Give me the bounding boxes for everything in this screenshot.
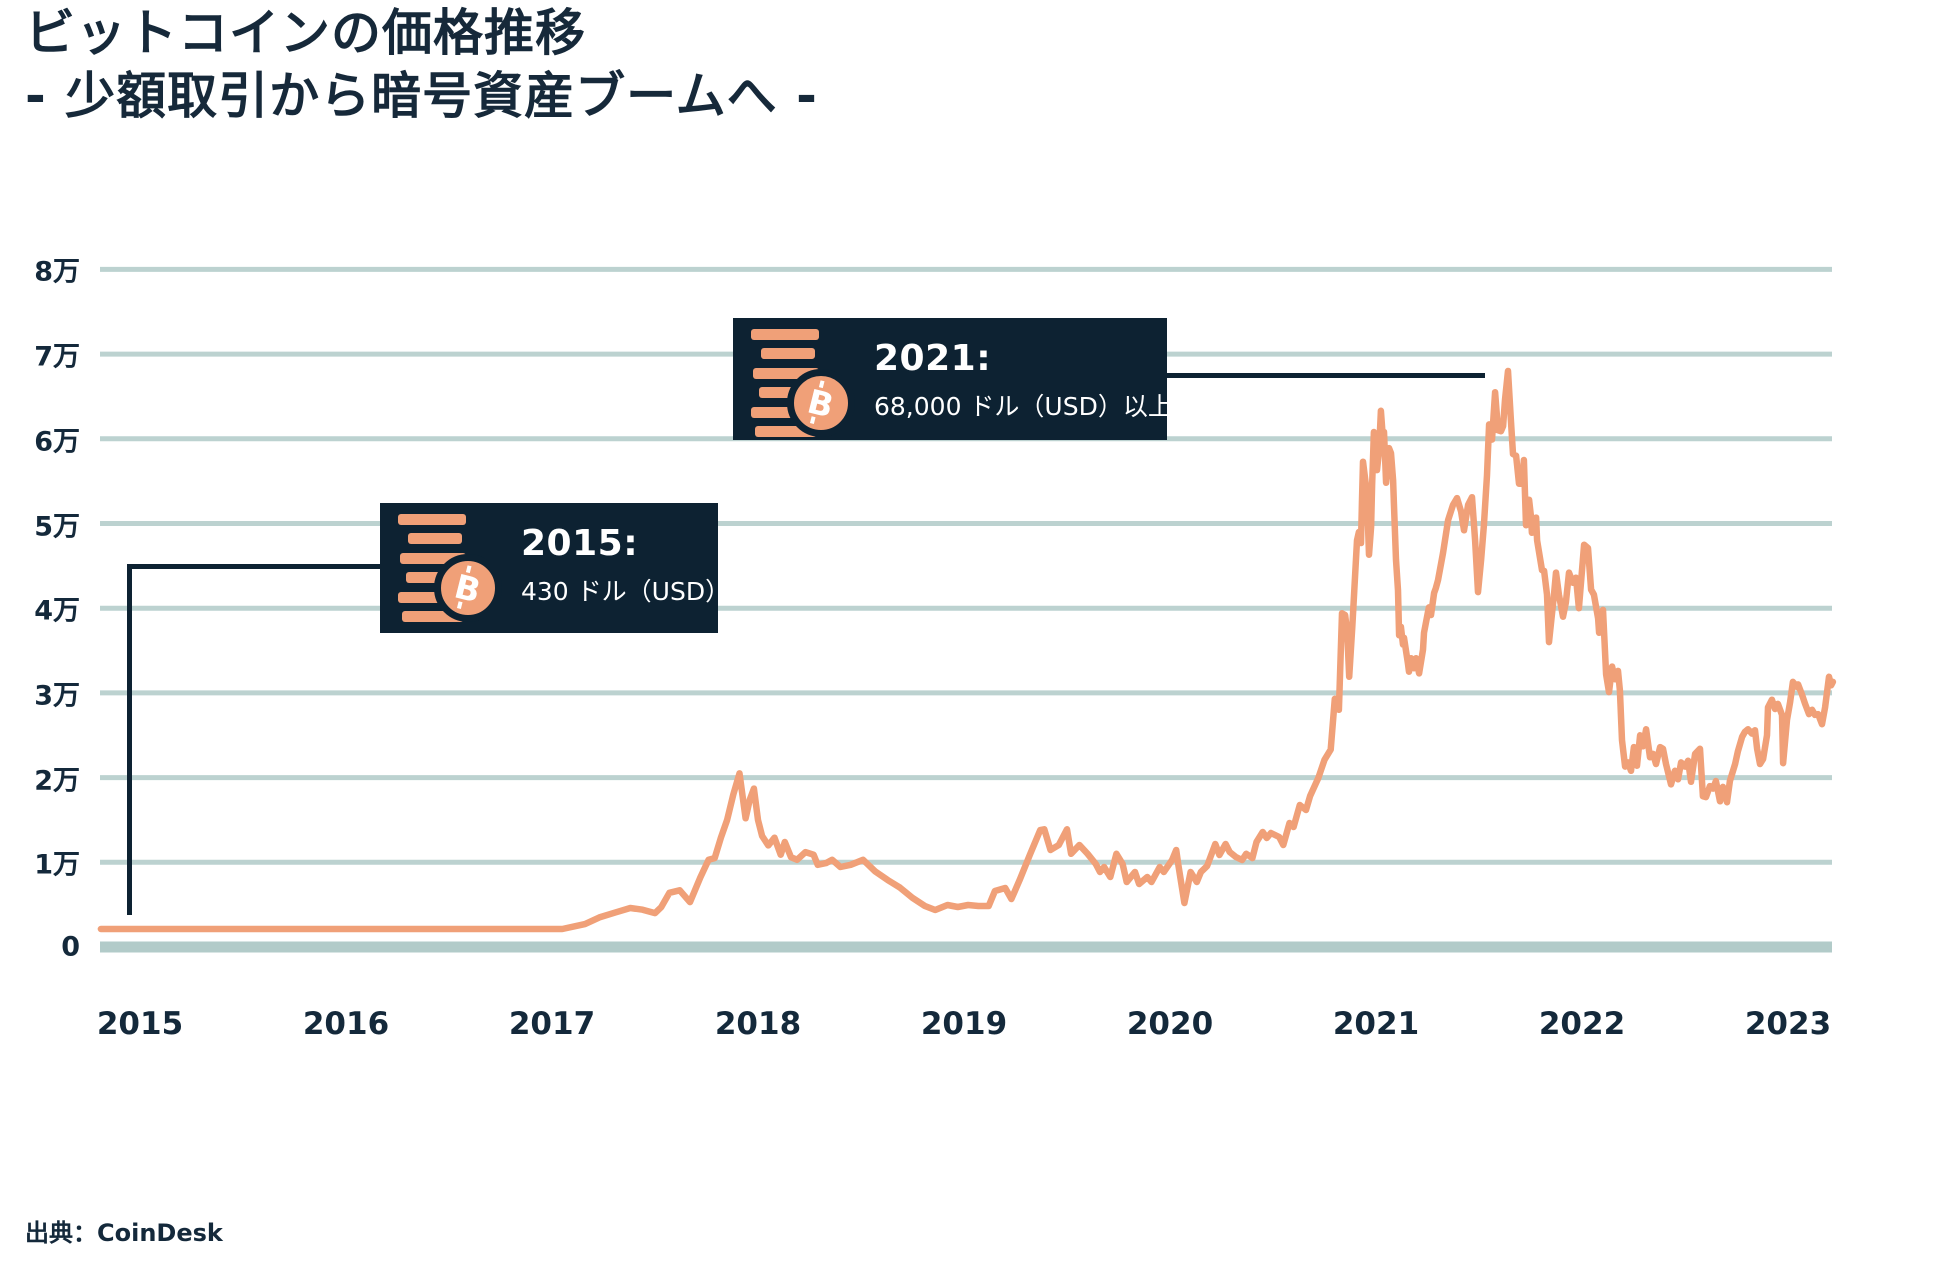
y-axis-tick-label: 3万: [34, 680, 80, 712]
y-axis-tick-label: 1万: [34, 849, 80, 881]
x-axis-tick-label: 2020: [1126, 1006, 1214, 1042]
callout-2015-value: 430 ドル（USD）: [521, 577, 731, 606]
x-axis-tick-label: 2019: [920, 1006, 1008, 1042]
x-axis-tick-label: 2023: [1744, 1006, 1832, 1042]
y-axis-tick-label: 4万: [34, 595, 80, 627]
x-axis-tick-label: 2017: [508, 1006, 596, 1042]
coin-bar: [755, 426, 817, 437]
callout-2015-year: 2015:: [521, 523, 639, 564]
callout-2015: B 2015: 430 ドル（USD）: [380, 503, 730, 633]
coin-bar: [751, 329, 819, 340]
source-note: 出典：CoinDesk: [25, 1219, 223, 1247]
x-axis-tick-label: 2021: [1332, 1006, 1420, 1042]
page-title: ビットコインの価格推移: [25, 4, 586, 62]
x-axis-tick-label: 2018: [714, 1006, 802, 1042]
callout-2015-connector-horizontal: [127, 564, 383, 569]
coin-bar: [398, 591, 466, 603]
coin-bar: [751, 406, 819, 418]
x-axis-tick-label: 2016: [302, 1006, 390, 1042]
coin-bar: [398, 514, 466, 525]
y-axis-tick-label: 8万: [34, 256, 80, 288]
x-axis-tick-label: 2015: [96, 1006, 184, 1042]
y-axis-tick-label: 7万: [34, 341, 80, 373]
x-axis-tick-label: 2022: [1538, 1006, 1626, 1042]
coin-bar: [753, 367, 819, 379]
coin-bar: [759, 387, 815, 399]
y-axis-tick-label: 0: [61, 931, 80, 963]
callout-2021-year: 2021:: [874, 338, 992, 379]
y-axis-tick-label: 2万: [34, 765, 80, 797]
page-subtitle: - 少額取引から暗号資産ブームへ -: [25, 67, 818, 125]
coin-bar: [408, 533, 462, 545]
header: ビットコインの価格推移 - 少額取引から暗号資産ブームへ -: [25, 2, 818, 128]
callout-2015-connector-vertical: [127, 564, 132, 915]
coin-bar: [400, 552, 466, 564]
callout-2021-value: 68,000 ドル（USD）以上: [874, 392, 1173, 421]
y-axis-tick-label: 6万: [34, 426, 80, 458]
callout-2021-connector-horizontal: [1165, 373, 1485, 378]
y-axis-tick-label: 5万: [34, 511, 80, 542]
coin-stack-icon: B: [751, 329, 871, 437]
coin-bar: [761, 348, 815, 360]
price-line: [97, 367, 1837, 933]
callout-2015-text: 2015: 430 ドル（USD）: [521, 523, 730, 608]
coin-bar: [402, 611, 464, 622]
bitcoin-coin-icon: B: [434, 554, 502, 622]
callout-2021-text: 2021: 68,000 ドル（USD）以上: [874, 338, 1173, 423]
coin-bar: [406, 572, 462, 584]
callout-2021: B 2021: 68,000 ドル（USD）以上: [733, 318, 1173, 440]
bitcoin-coin-icon: B: [787, 369, 855, 437]
coin-stack-icon: B: [398, 514, 518, 622]
